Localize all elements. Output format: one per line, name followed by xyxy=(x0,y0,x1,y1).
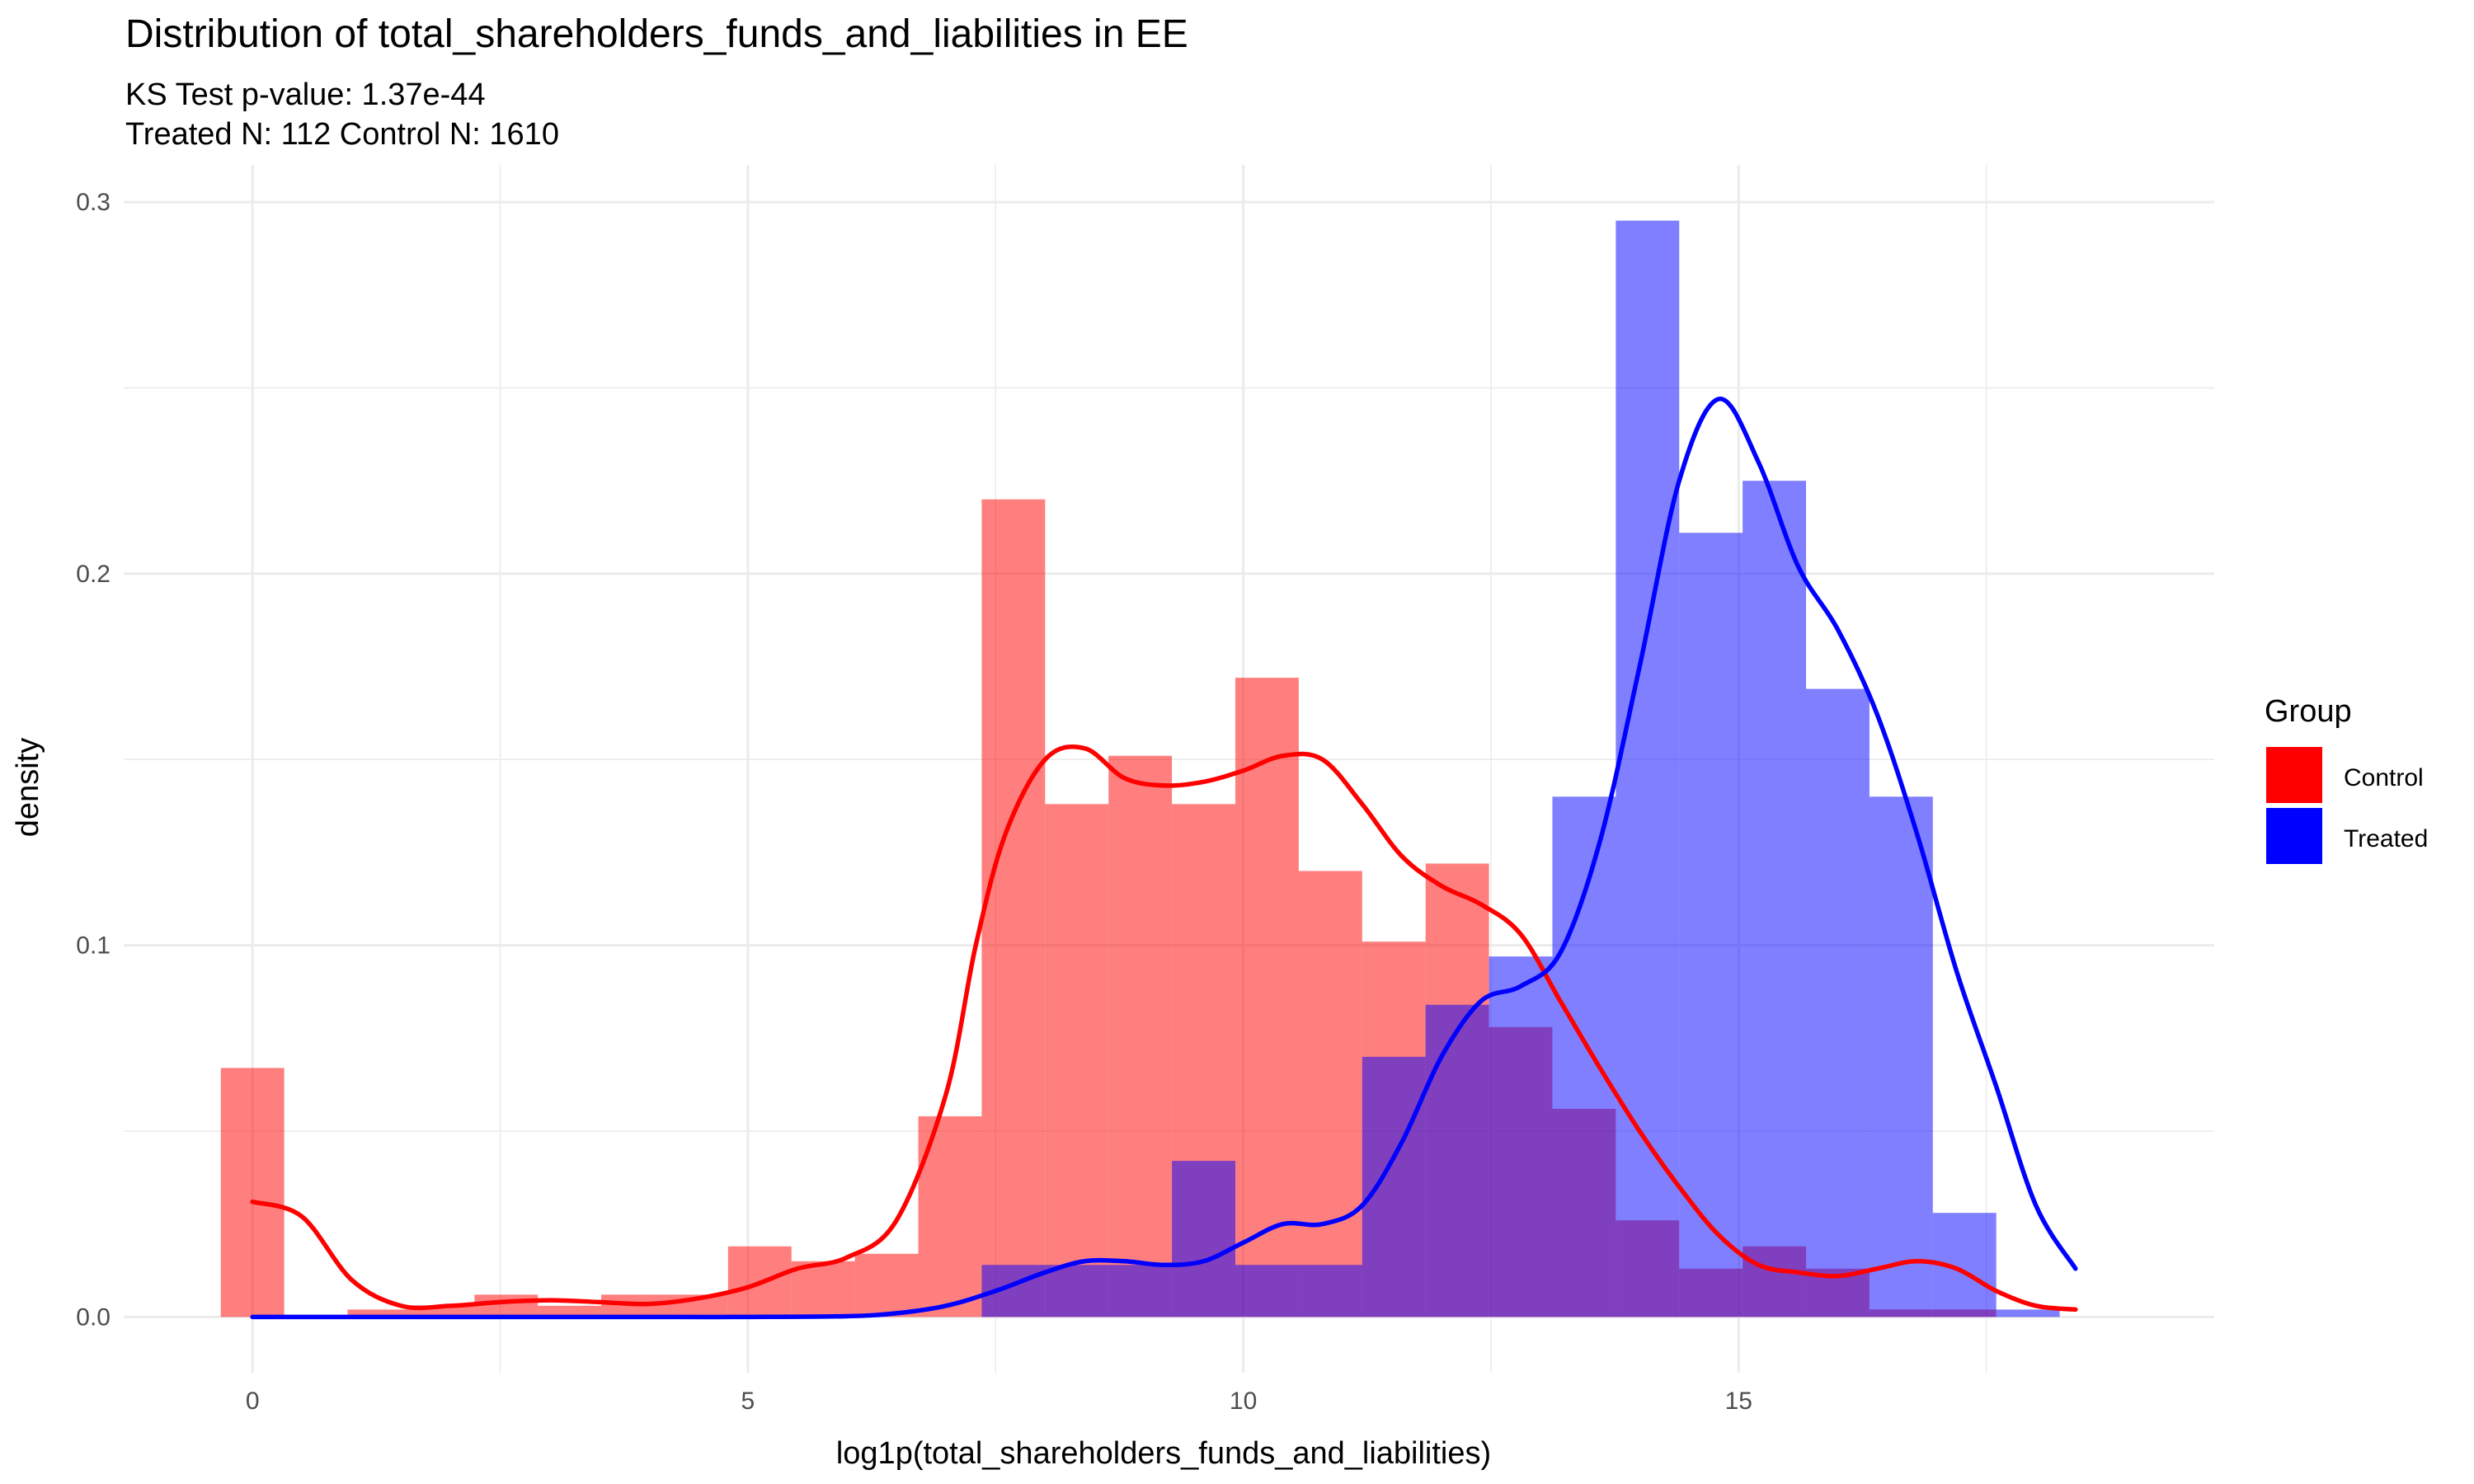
histogram-bar-treated xyxy=(1108,1265,1173,1317)
histogram-bar-treated xyxy=(1996,1309,2060,1317)
histogram-bar-treated xyxy=(1616,220,1680,1317)
histogram-bar-control xyxy=(347,1309,412,1317)
legend-label-control: Control xyxy=(2344,764,2424,791)
histogram-bar-treated xyxy=(1869,796,1933,1317)
histogram-bar-treated xyxy=(1045,1265,1109,1317)
histogram-bar-control xyxy=(1298,871,1362,1317)
legend-swatch-treated xyxy=(2266,808,2322,864)
histogram-bar-control xyxy=(538,1305,602,1317)
x-tick-label: 15 xyxy=(1725,1388,1752,1415)
axis-ticks: 0 5 10 15 0.0 0.1 0.2 0.3 xyxy=(76,189,1752,1415)
y-tick-label: 0.3 xyxy=(76,189,111,216)
x-axis-title: log1p(total_shareholders_funds_and_liabi… xyxy=(836,1436,1491,1471)
histogram-bar-treated xyxy=(1362,1056,1426,1317)
histogram-bar-control xyxy=(474,1294,539,1317)
density-curve-control xyxy=(250,744,2078,1313)
histogram-bar-treated xyxy=(1679,533,1743,1317)
histogram-bar-treated xyxy=(1425,1004,1489,1317)
y-axis-title: density xyxy=(11,738,45,837)
legend-label-treated: Treated xyxy=(2344,825,2428,852)
chart-subtitle-ks-test: KS Test p-value: 1.37e-44 xyxy=(125,77,486,112)
legend-title: Group xyxy=(2265,694,2352,729)
histogram-bar-treated xyxy=(1552,796,1616,1317)
density-curves xyxy=(250,397,2078,1320)
histogram-bar-treated xyxy=(1298,1265,1362,1317)
histogram-bar-treated xyxy=(1172,1161,1235,1317)
y-tick-label: 0.2 xyxy=(76,561,111,588)
y-tick-label: 0.0 xyxy=(76,1303,111,1331)
chart-title: Distribution of total_shareholders_funds… xyxy=(125,12,1188,56)
x-tick-label: 5 xyxy=(741,1388,755,1415)
histogram-bar-control xyxy=(1045,804,1109,1317)
histogram-bar-control xyxy=(220,1068,285,1317)
histogram-bar-treated xyxy=(1235,1265,1299,1317)
histogram-bar-control xyxy=(1235,678,1299,1317)
x-tick-label: 0 xyxy=(246,1388,260,1415)
histogram-bar-control xyxy=(1108,755,1173,1317)
legend-swatch-control xyxy=(2266,747,2322,803)
histogram-bar-treated xyxy=(1806,688,1870,1317)
histogram-bar-treated xyxy=(1489,956,1553,1317)
density-curve-treated xyxy=(250,397,2078,1320)
histogram-bar-control xyxy=(791,1261,855,1317)
chart-subtitle-sample-sizes: Treated N: 112 Control N: 1610 xyxy=(125,117,559,152)
histogram-bar-treated xyxy=(1743,481,1807,1317)
legend: Group Control Treated xyxy=(2265,694,2428,864)
histogram-bar-control xyxy=(981,499,1046,1317)
histogram-bar-control xyxy=(854,1253,919,1317)
y-tick-label: 0.1 xyxy=(76,932,111,960)
x-tick-label: 10 xyxy=(1230,1388,1257,1415)
histogram-bars xyxy=(220,220,2060,1317)
